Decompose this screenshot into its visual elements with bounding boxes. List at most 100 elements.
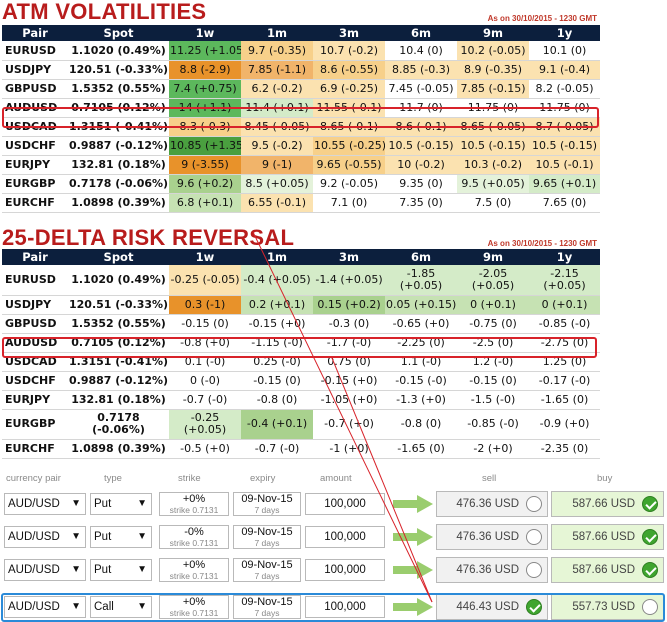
vol-cell: 9 (-1) <box>241 155 313 175</box>
currency-pair-select[interactable]: AUD/USD ▼ <box>4 559 86 581</box>
buy-option[interactable]: 587.66 USD <box>551 557 664 583</box>
sell-checkbox-icon[interactable] <box>526 562 542 578</box>
rr-header-5: 6m <box>385 249 457 265</box>
expiry-field[interactable]: 09-Nov-15 7 days <box>233 595 301 619</box>
currency-pair-value: AUD/USD <box>8 601 60 613</box>
sell-option[interactable]: 476.36 USD <box>436 491 548 517</box>
vol-cell: -2.25 (0) <box>385 333 457 353</box>
vol-cell: 9.2 (-0.05) <box>313 174 385 194</box>
arrow-right-icon <box>393 598 433 616</box>
vol-cell: 1.25 (0) <box>529 352 600 372</box>
rr-row-eurjpy: EURJPY 132.81 (0.18%) -0.7 (-0) -0.8 (0) -1.… <box>2 390 600 410</box>
sell-option[interactable]: 476.36 USD <box>436 524 548 550</box>
amount-input[interactable]: 100,000 <box>305 559 385 581</box>
vol-cell: -1 (+0) <box>313 439 385 459</box>
amount-input[interactable]: 100,000 <box>305 526 385 548</box>
expiry-field[interactable]: 09-Nov-15 7 days <box>233 525 301 549</box>
rr-title: 25-DELTA RISK REVERSAL <box>2 225 295 250</box>
vol-cell: 7.85 (-1.1) <box>241 60 313 80</box>
expiry-field[interactable]: 09-Nov-15 7 days <box>233 558 301 582</box>
type-select[interactable]: Put ▼ <box>90 559 152 581</box>
buy-option[interactable]: 557.73 USD <box>551 594 664 620</box>
spot-cell: 1.0898 (0.39%) <box>68 439 169 459</box>
vol-cell: -0.9 (+0) <box>529 409 600 440</box>
type-value: Put <box>94 498 112 510</box>
strike-sub: strike 0.7131 <box>169 608 219 618</box>
col-currency-pair: currency pair <box>6 473 61 484</box>
pair-cell: AUDUSD <box>2 333 68 353</box>
buy-checkbox-icon[interactable] <box>642 529 658 545</box>
type-value: Put <box>94 531 112 543</box>
vol-cell: 11.4 (+0.1) <box>241 98 313 118</box>
pair-cell: EURJPY <box>2 155 68 175</box>
buy-checkbox-icon[interactable] <box>642 599 658 615</box>
vol-cell: 0.2 (+0.1) <box>241 295 313 315</box>
vol-cell: -1.3 (+0) <box>385 390 457 410</box>
vol-cell: -0.15 (0) <box>457 371 529 391</box>
buy-option[interactable]: 587.66 USD <box>551 491 664 517</box>
vol-cell: 7.85 (-0.15) <box>457 79 529 99</box>
amount-input[interactable]: 100,000 <box>305 596 385 618</box>
currency-pair-select[interactable]: AUD/USD ▼ <box>4 493 86 515</box>
sell-option[interactable]: 446.43 USD <box>436 594 548 620</box>
sell-option[interactable]: 476.36 USD <box>436 557 548 583</box>
expiry-field[interactable]: 09-Nov-15 7 days <box>233 492 301 516</box>
sell-checkbox-icon[interactable] <box>526 529 542 545</box>
vol-cell: -2.15 (+0.05) <box>529 265 600 296</box>
sell-checkbox-icon[interactable] <box>526 599 542 615</box>
expiry-value: 09-Nov-15 <box>241 526 293 538</box>
atm-header-0: Pair <box>2 25 68 41</box>
strike-field[interactable]: +0% strike 0.7131 <box>159 558 229 582</box>
vol-cell: 9 (-3.55) <box>169 155 241 175</box>
expiry-value: 09-Nov-15 <box>241 559 293 571</box>
vol-cell: -0.15 (+0) <box>313 371 385 391</box>
rr-row-eurgbp: EURGBP 0.7178 (-0.06%) -0.25 (+0.05) -0.4 (… <box>2 409 600 440</box>
type-select[interactable]: Put ▼ <box>90 493 152 515</box>
order-row: AUD/USD ▼ Put ▼ +0% strike 0.7131 09-Nov-15 7 d… <box>2 490 664 518</box>
vol-cell: 10.7 (-0.2) <box>313 41 385 61</box>
spot-cell: 132.81 (0.18%) <box>68 155 169 175</box>
currency-pair-select[interactable]: AUD/USD ▼ <box>4 526 86 548</box>
type-value: Put <box>94 564 112 576</box>
spot-cell: 1.3151 (-0.41%) <box>68 117 169 137</box>
vol-cell: 0 (+0.1) <box>457 295 529 315</box>
strike-field[interactable]: -0% strike 0.7131 <box>159 525 229 549</box>
strike-field[interactable]: +0% strike 0.7131 <box>159 492 229 516</box>
vol-cell: 8.45 (-0.05) <box>241 117 313 137</box>
vol-cell: 8.7 (-0.05) <box>529 117 600 137</box>
buy-checkbox-icon[interactable] <box>642 562 658 578</box>
spot-cell: 0.9887 (-0.12%) <box>68 371 169 391</box>
buy-option[interactable]: 587.66 USD <box>551 524 664 550</box>
vol-cell: -0.25 (+0.05) <box>169 409 241 440</box>
strike-field[interactable]: +0% strike 0.7131 <box>159 595 229 619</box>
vol-cell: 10.5 (-0.15) <box>457 136 529 156</box>
arrow-right-icon <box>393 495 433 513</box>
vol-cell: -2.75 (0) <box>529 333 600 353</box>
buy-checkbox-icon[interactable] <box>642 496 658 512</box>
vol-cell: 8.65 (-0.05) <box>457 117 529 137</box>
vol-cell: 0.25 (-0) <box>241 352 313 372</box>
vol-cell: -2 (+0) <box>457 439 529 459</box>
vol-cell: 10.5 (-0.15) <box>529 136 600 156</box>
rr-header-2: 1w <box>169 249 241 265</box>
vol-cell: 6.9 (-0.25) <box>313 79 385 99</box>
type-select[interactable]: Call ▼ <box>90 596 152 618</box>
vol-cell: 10.5 (-0.1) <box>529 155 600 175</box>
amount-input[interactable]: 100,000 <box>305 493 385 515</box>
chevron-down-icon: ▼ <box>137 498 147 509</box>
strike-value: +0% <box>182 559 206 571</box>
sell-checkbox-icon[interactable] <box>526 496 542 512</box>
vol-cell: 7.35 (0) <box>385 193 457 213</box>
currency-pair-select[interactable]: AUD/USD ▼ <box>4 596 86 618</box>
risk-reversal-table: Pair Spot 1w 1m 3m 6m 9m 1y EURUSD 1.1020 (0.49%)… <box>2 249 600 459</box>
vol-cell: 10.5 (-0.15) <box>385 136 457 156</box>
sell-price: 476.36 USD <box>456 531 519 543</box>
vol-cell: 10.55 (-0.25) <box>313 136 385 156</box>
spot-cell: 0.9887 (-0.12%) <box>68 136 169 156</box>
spot-cell: 1.1020 (0.49%) <box>68 41 169 61</box>
vol-cell: 9.1 (-0.4) <box>529 60 600 80</box>
atm-as-of: As on 30/10/2015 - 1230 GMT <box>487 14 597 23</box>
vol-cell: -2.35 (0) <box>529 439 600 459</box>
vol-cell: -0.8 (+0) <box>169 333 241 353</box>
type-select[interactable]: Put ▼ <box>90 526 152 548</box>
